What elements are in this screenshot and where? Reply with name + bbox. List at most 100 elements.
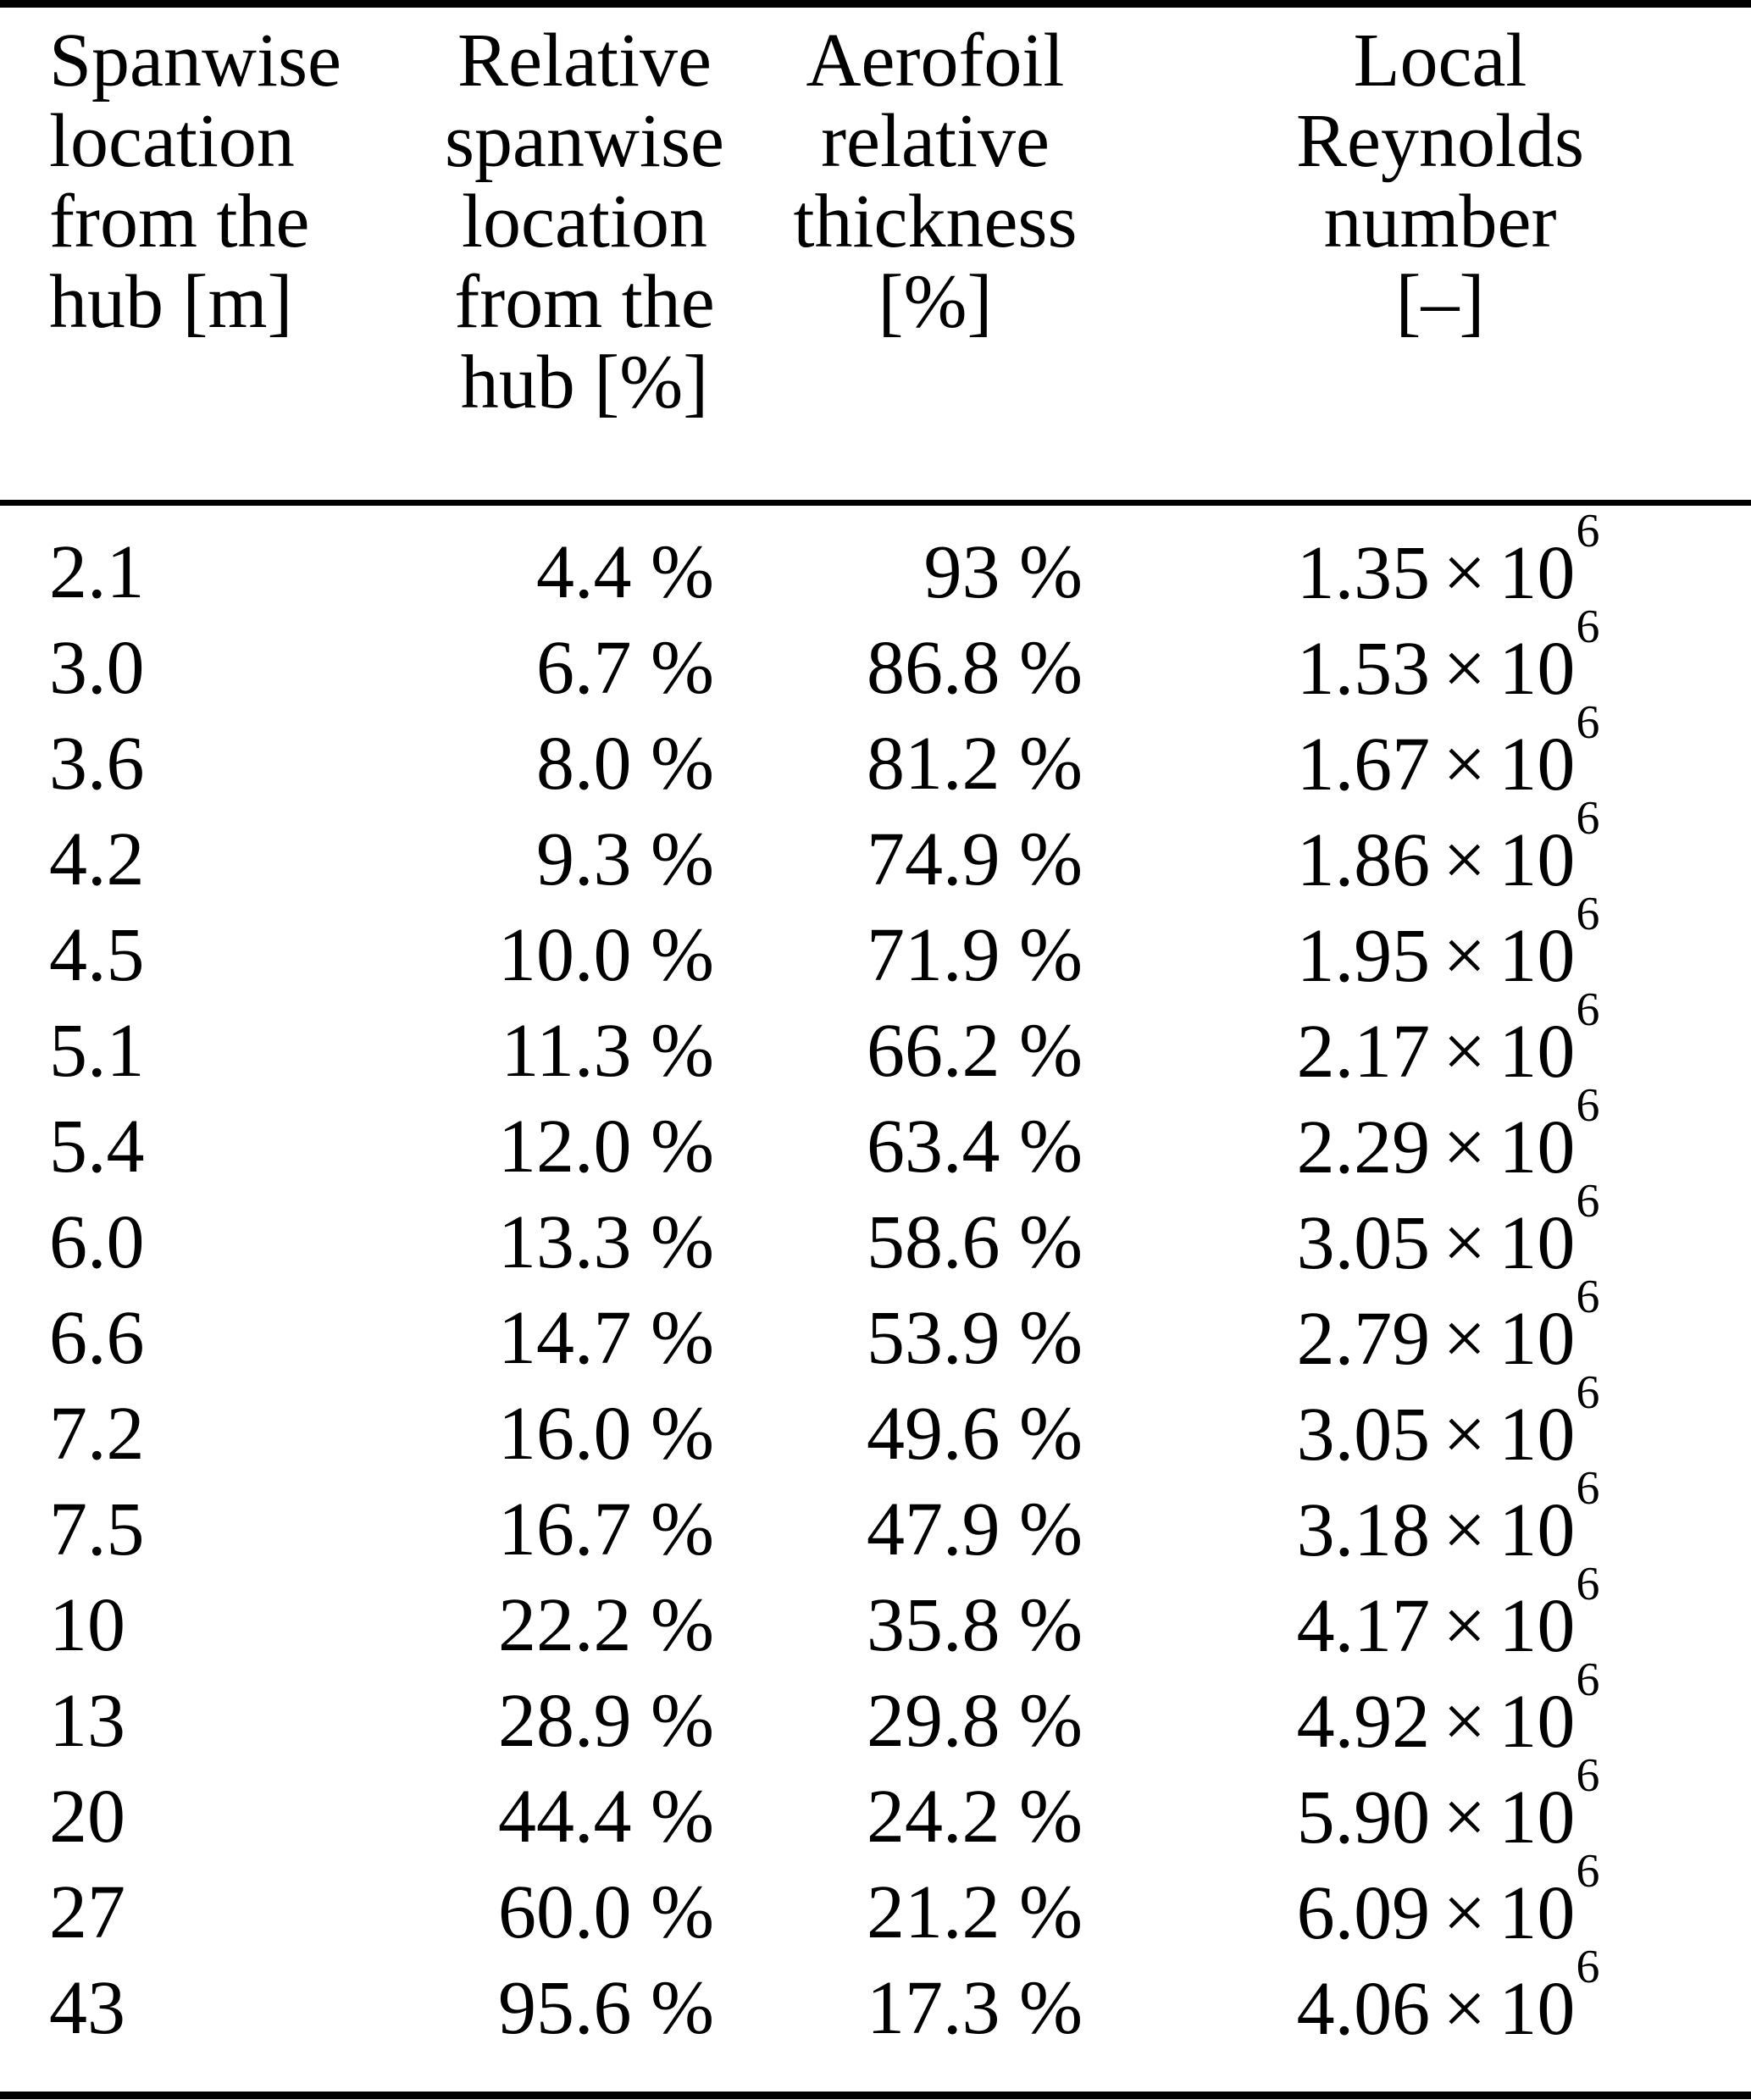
multiplication-sign: × xyxy=(1443,1583,1487,1668)
cell-aerofoil-relative-thickness: 74.9 % xyxy=(867,817,1083,901)
reynolds-base: 10 xyxy=(1499,626,1576,711)
table-header-rule xyxy=(0,500,1751,506)
cell-relative-spanwise-location: 13.3 % xyxy=(498,1200,714,1284)
table-row: 13 28.9 % 29.8 % 4.92 × 106 xyxy=(0,1657,1751,1769)
reynolds-exponent: 6 xyxy=(1576,601,1600,654)
header-aerofoil-relative-thickness: Aerofoil relative thickness [%] xyxy=(793,19,1078,344)
cell-local-reynolds-number: 4.92 × 106 xyxy=(1093,1657,1751,1760)
reynolds-base: 10 xyxy=(1499,1009,1576,1094)
reynolds-mantissa: 3.05 xyxy=(1296,1200,1431,1285)
table-row: 6.6 14.7 % 53.9 % 2.79 × 106 xyxy=(0,1274,1751,1386)
reynolds-exponent: 6 xyxy=(1576,792,1600,845)
table-row: 5.1 11.3 % 66.2 % 2.17 × 106 xyxy=(0,987,1751,1099)
multiplication-sign: × xyxy=(1443,722,1487,806)
cell-spanwise-location: 5.1 xyxy=(49,1008,145,1093)
reynolds-mantissa: 1.67 xyxy=(1296,722,1431,806)
cell-relative-spanwise-location: 60.0 % xyxy=(498,1870,714,1954)
cell-local-reynolds-number: 1.86 × 106 xyxy=(1093,795,1751,902)
cell-relative-spanwise-location: 4.4 % xyxy=(536,529,714,614)
cell-aerofoil-relative-thickness: 24.2 % xyxy=(867,1774,1083,1859)
cell-aerofoil-relative-thickness: 81.2 % xyxy=(867,721,1083,806)
multiplication-sign: × xyxy=(1443,626,1487,711)
multiplication-sign: × xyxy=(1443,1392,1487,1477)
reynolds-exponent: 6 xyxy=(1576,1558,1600,1611)
reynolds-mantissa: 2.79 xyxy=(1296,1296,1431,1381)
table-row: 20 44.4 % 24.2 % 5.90 × 106 xyxy=(0,1753,1751,1865)
cell-local-reynolds-number: 1.53 × 106 xyxy=(1093,604,1751,707)
cell-relative-spanwise-location: 16.7 % xyxy=(498,1487,714,1571)
table-row: 3.0 6.7 % 86.8 % 1.53 × 106 xyxy=(0,604,1751,716)
cell-relative-spanwise-location: 95.6 % xyxy=(498,1965,714,2050)
reynolds-mantissa: 1.35 xyxy=(1296,530,1431,615)
reynolds-mantissa: 4.06 xyxy=(1296,1966,1431,2051)
cell-spanwise-location: 4.2 xyxy=(49,817,145,901)
reynolds-base: 10 xyxy=(1499,1200,1576,1285)
reynolds-base: 10 xyxy=(1499,722,1576,806)
multiplication-sign: × xyxy=(1443,913,1487,998)
reynolds-mantissa: 3.05 xyxy=(1296,1392,1431,1477)
cell-local-reynolds-number: 1.67 × 106 xyxy=(1093,700,1751,806)
cell-relative-spanwise-location: 10.0 % xyxy=(498,912,714,997)
cell-local-reynolds-number: 4.06 × 106 xyxy=(1093,1944,1751,2047)
table-row: 7.2 16.0 % 49.6 % 3.05 × 106 xyxy=(0,1370,1751,1482)
multiplication-sign: × xyxy=(1443,817,1487,902)
cell-spanwise-location: 6.0 xyxy=(49,1200,145,1284)
cell-local-reynolds-number: 3.18 × 106 xyxy=(1093,1466,1751,1572)
cell-local-reynolds-number: 4.17 × 106 xyxy=(1093,1561,1751,1668)
cell-relative-spanwise-location: 22.2 % xyxy=(498,1582,714,1667)
table-body: 2.1 4.4 % 93 % 1.35 × 106 3.0 6.7 % 86.8 % 1.53 × 1… xyxy=(0,506,1751,2056)
cell-aerofoil-relative-thickness: 21.2 % xyxy=(867,1870,1083,1954)
cell-spanwise-location: 27 xyxy=(49,1870,125,1954)
reynolds-exponent: 6 xyxy=(1576,1271,1600,1324)
reynolds-exponent: 6 xyxy=(1576,1175,1600,1228)
cell-relative-spanwise-location: 16.0 % xyxy=(498,1391,714,1476)
cell-aerofoil-relative-thickness: 17.3 % xyxy=(867,1965,1083,2050)
reynolds-mantissa: 2.17 xyxy=(1296,1009,1431,1094)
cell-aerofoil-relative-thickness: 58.6 % xyxy=(867,1200,1083,1284)
reynolds-exponent: 6 xyxy=(1576,888,1600,941)
multiplication-sign: × xyxy=(1443,1966,1487,2051)
reynolds-mantissa: 1.86 xyxy=(1296,817,1431,902)
cell-local-reynolds-number: 1.35 × 106 xyxy=(1093,508,1751,615)
cell-relative-spanwise-location: 12.0 % xyxy=(498,1104,714,1189)
reynolds-base: 10 xyxy=(1499,1679,1576,1764)
reynolds-mantissa: 1.53 xyxy=(1296,626,1431,711)
cell-local-reynolds-number: 6.09 × 106 xyxy=(1093,1848,1751,1955)
reynolds-base: 10 xyxy=(1499,1775,1576,1859)
multiplication-sign: × xyxy=(1443,1105,1487,1189)
reynolds-base: 10 xyxy=(1499,817,1576,902)
cell-relative-spanwise-location: 11.3 % xyxy=(501,1008,714,1093)
cell-spanwise-location: 3.0 xyxy=(49,625,145,710)
cell-relative-spanwise-location: 28.9 % xyxy=(498,1678,714,1763)
reynolds-exponent: 6 xyxy=(1576,1941,1600,1994)
multiplication-sign: × xyxy=(1443,530,1487,615)
reynolds-exponent: 6 xyxy=(1576,1654,1600,1707)
reynolds-exponent: 6 xyxy=(1576,1079,1600,1133)
reynolds-base: 10 xyxy=(1499,1392,1576,1477)
table-row: 10 22.2 % 35.8 % 4.17 × 106 xyxy=(0,1561,1751,1673)
cell-aerofoil-relative-thickness: 49.6 % xyxy=(867,1391,1083,1476)
cell-spanwise-location: 20 xyxy=(49,1774,125,1859)
cell-relative-spanwise-location: 14.7 % xyxy=(498,1295,714,1380)
reynolds-base: 10 xyxy=(1499,1966,1576,2051)
cell-aerofoil-relative-thickness: 63.4 % xyxy=(867,1104,1083,1189)
cell-aerofoil-relative-thickness: 66.2 % xyxy=(867,1008,1083,1093)
reynolds-exponent: 6 xyxy=(1576,1749,1600,1803)
multiplication-sign: × xyxy=(1443,1488,1487,1572)
reynolds-exponent: 6 xyxy=(1576,696,1600,750)
cell-spanwise-location: 4.5 xyxy=(49,912,145,997)
reynolds-mantissa: 6.09 xyxy=(1296,1870,1431,1955)
table-row: 4.5 10.0 % 71.9 % 1.95 × 106 xyxy=(0,891,1751,1003)
cell-aerofoil-relative-thickness: 93 % xyxy=(923,529,1083,614)
cell-spanwise-location: 3.6 xyxy=(49,721,145,806)
cell-local-reynolds-number: 3.05 × 106 xyxy=(1093,1370,1751,1473)
multiplication-sign: × xyxy=(1443,1870,1487,1955)
multiplication-sign: × xyxy=(1443,1200,1487,1285)
reynolds-base: 10 xyxy=(1499,1296,1576,1381)
cell-relative-spanwise-location: 6.7 % xyxy=(536,625,714,710)
reynolds-exponent: 6 xyxy=(1576,1845,1600,1898)
cell-local-reynolds-number: 5.90 × 106 xyxy=(1093,1753,1751,1859)
reynolds-exponent: 6 xyxy=(1576,505,1600,558)
multiplication-sign: × xyxy=(1443,1009,1487,1094)
reynolds-mantissa: 3.18 xyxy=(1296,1488,1431,1572)
